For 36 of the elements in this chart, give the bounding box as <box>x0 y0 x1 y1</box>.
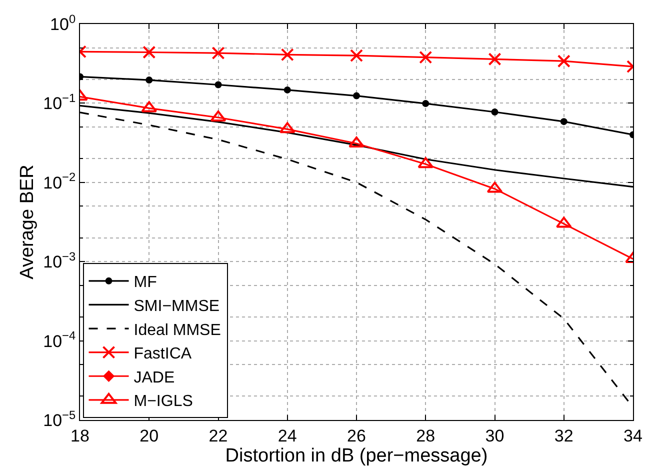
legend-label: FastICA <box>134 346 192 363</box>
point <box>284 86 291 94</box>
legend-label: MF <box>134 274 158 292</box>
point <box>348 136 364 148</box>
y-tick-label: 10$^{0}$ <box>50 12 76 34</box>
x-tick-label: 20 <box>140 426 159 446</box>
point <box>353 92 360 100</box>
y-tick-label: 10$^{−4}$ <box>43 328 76 351</box>
point <box>491 108 498 116</box>
point <box>557 54 570 68</box>
x-tick-label: 30 <box>485 426 504 446</box>
point <box>419 50 432 64</box>
legend-label: JADE <box>134 369 175 386</box>
x-tick-label: 22 <box>208 426 228 446</box>
x-tick-label: 32 <box>554 426 574 446</box>
point <box>214 81 222 88</box>
point <box>142 46 156 59</box>
point <box>488 52 502 66</box>
point <box>350 49 363 62</box>
legend-label: Ideal MMSE <box>134 322 221 339</box>
x-tick-label: 24 <box>278 426 297 446</box>
point <box>280 48 294 62</box>
y-tick-label: 10$^{−3}$ <box>43 249 76 272</box>
y-tick-label: 10$^{−1}$ <box>43 91 76 114</box>
legend-label: SMI−MMSE <box>134 298 220 315</box>
point <box>146 76 153 84</box>
x-tick-label: 26 <box>347 426 366 446</box>
x-axis-title: Distortion in dB (per−message) <box>225 445 488 466</box>
x-tick-label: 34 <box>624 426 642 446</box>
x-tick-label: 28 <box>416 426 436 446</box>
y-tick-label: 10$^{−2}$ <box>43 170 76 192</box>
legend-label: M−IGLS <box>134 393 193 410</box>
point <box>212 46 225 60</box>
point <box>422 100 430 108</box>
y-axis-title: Average BER <box>16 164 38 280</box>
point <box>560 118 568 126</box>
